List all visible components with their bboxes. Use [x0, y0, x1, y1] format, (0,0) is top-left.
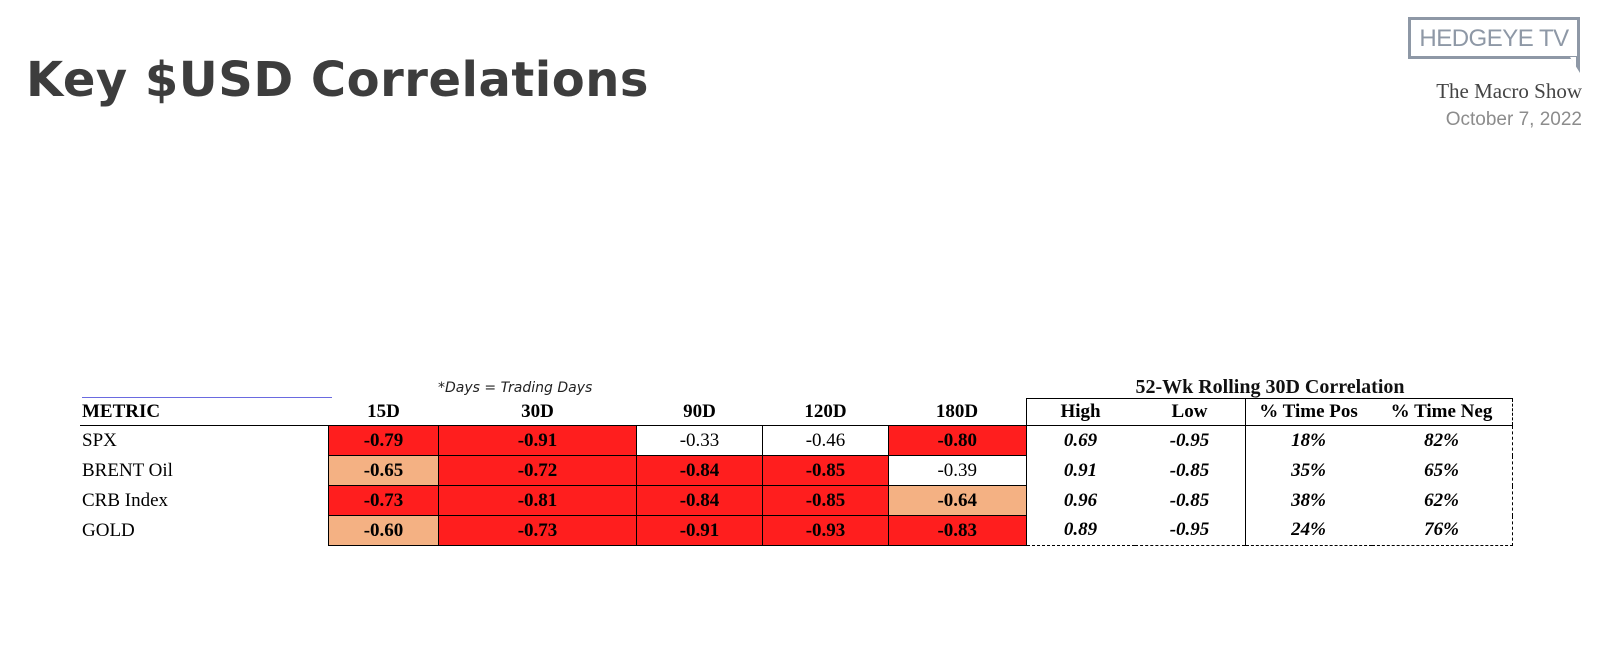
cell-30d: -0.81: [438, 485, 637, 516]
col-header-30d: 30D: [438, 398, 637, 426]
logo-speech-tail-inner: [1570, 57, 1576, 67]
cell-90d: -0.33: [636, 425, 763, 456]
cell-90d: -0.84: [636, 455, 763, 486]
correlation-table: METRIC 15D 30D 90D 120D 180D High Low % …: [80, 398, 1513, 546]
cell-low: -0.85: [1169, 489, 1210, 511]
table-row: BRENT Oil -0.65 -0.72 -0.84 -0.85 -0.39 …: [80, 455, 1513, 486]
cell-120d: -0.93: [762, 515, 889, 546]
cell-low: -0.95: [1169, 429, 1210, 451]
cell-high: 0.91: [1025, 455, 1135, 486]
cell-15d: -0.60: [328, 515, 439, 546]
cell-180d: -0.83: [888, 515, 1027, 546]
cell-time-neg: 82%: [1371, 425, 1513, 456]
col-header-time-pos: % Time Pos: [1244, 398, 1372, 426]
col-header-metric: METRIC: [80, 398, 329, 426]
col-header-90d: 90D: [636, 398, 763, 426]
cell-120d: -0.46: [762, 425, 889, 456]
table-header-row: METRIC 15D 30D 90D 120D 180D High Low % …: [80, 398, 1513, 426]
table-row: SPX -0.79 -0.91 -0.33 -0.46 -0.80 0.69 -…: [80, 425, 1513, 456]
show-date: October 7, 2022: [1445, 109, 1582, 130]
cell-30d: -0.91: [438, 425, 637, 456]
cell-180d: -0.64: [888, 485, 1027, 516]
col-header-180d: 180D: [888, 398, 1026, 426]
cell-time-pos: 35%: [1244, 455, 1372, 486]
table-row: GOLD -0.60 -0.73 -0.91 -0.93 -0.83 0.89 …: [80, 515, 1513, 546]
cell-low: -0.85: [1169, 459, 1210, 481]
cell-15d: -0.79: [328, 425, 439, 456]
col-header-high: High: [1025, 398, 1135, 426]
logo-text: HEDGEYE TV: [1419, 25, 1569, 52]
cell-120d: -0.85: [762, 485, 889, 516]
cell-90d: -0.91: [636, 515, 763, 546]
cell-15d: -0.65: [328, 455, 439, 486]
cell-90d: -0.84: [636, 485, 763, 516]
cell-time-pos: 24%: [1244, 515, 1372, 546]
col-header-120d: 120D: [762, 398, 889, 426]
cell-low: -0.95: [1134, 515, 1245, 546]
col-header-low: Low: [1134, 398, 1245, 426]
trading-days-note: *Days = Trading Days: [438, 380, 593, 396]
cell-time-neg: 65%: [1371, 455, 1513, 486]
cell-time-neg: 76%: [1371, 515, 1513, 546]
col-header-time-neg: % Time Neg: [1371, 398, 1513, 426]
metric-label: GOLD: [82, 519, 135, 541]
metric-label: CRB Index: [82, 489, 169, 511]
cell-high: 0.89: [1025, 515, 1135, 546]
col-header-15d: 15D: [328, 398, 439, 426]
hedgeye-tv-logo: HEDGEYE TV: [1408, 17, 1580, 59]
cell-time-neg: 62%: [1371, 485, 1513, 516]
divider-line: [82, 397, 332, 398]
cell-120d: -0.85: [762, 455, 889, 486]
metric-label: BRENT Oil: [82, 459, 173, 481]
cell-high: 0.96: [1025, 485, 1135, 516]
table-row: CRB Index -0.73 -0.81 -0.84 -0.85 -0.64 …: [80, 485, 1513, 516]
page-title: Key $USD Correlations: [26, 52, 649, 108]
cell-time-pos: 38%: [1244, 485, 1372, 516]
cell-30d: -0.72: [438, 455, 637, 486]
cell-180d: -0.80: [888, 425, 1027, 456]
cell-15d: -0.73: [328, 485, 439, 516]
cell-time-pos: 18%: [1244, 425, 1372, 456]
show-name: The Macro Show: [1436, 79, 1582, 103]
metric-label: SPX: [82, 429, 117, 451]
rolling-correlation-title: 52-Wk Rolling 30D Correlation: [1135, 376, 1405, 398]
cell-30d: -0.73: [438, 515, 637, 546]
cell-high: 0.69: [1025, 425, 1135, 456]
cell-180d: -0.39: [888, 455, 1027, 486]
